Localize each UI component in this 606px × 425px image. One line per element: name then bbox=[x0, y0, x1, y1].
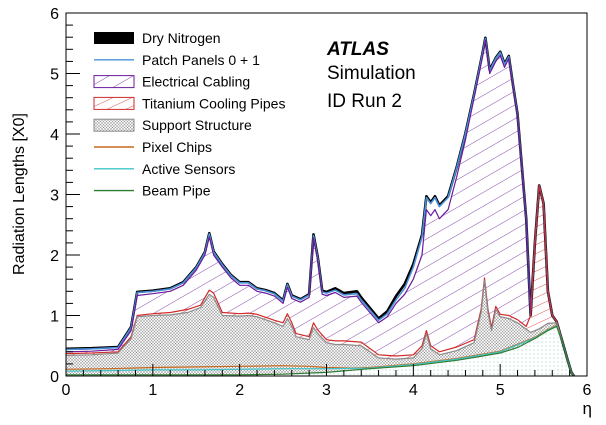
legend-entry-pixel-chips: Pixel Chips bbox=[94, 139, 212, 155]
legend-label: Dry Nitrogen bbox=[142, 30, 221, 46]
x-tick-label: 5 bbox=[496, 382, 505, 399]
x-axis-label: η bbox=[583, 399, 592, 418]
y-tick-label: 3 bbox=[50, 188, 59, 205]
y-axis: 0 1 2 3 4 5 6 bbox=[50, 6, 80, 386]
y-tick-label: 1 bbox=[50, 309, 59, 326]
legend-label: Patch Panels 0 + 1 bbox=[142, 52, 260, 68]
x-tick-label: 1 bbox=[148, 382, 157, 399]
legend-label: Active Sensors bbox=[142, 161, 235, 177]
x-tick-label: 3 bbox=[322, 382, 331, 399]
legend-entry-beam-pipe: Beam Pipe bbox=[94, 183, 211, 199]
legend-label: Support Structure bbox=[142, 117, 252, 133]
y-tick-label: 2 bbox=[50, 248, 59, 265]
annotation-line2: ID Run 2 bbox=[327, 91, 402, 112]
x-tick-label: 6 bbox=[583, 382, 592, 399]
y-tick-label: 5 bbox=[50, 67, 59, 84]
fill-electrical-cabling bbox=[66, 40, 574, 376]
legend-entry-dry-nitrogen: Dry Nitrogen bbox=[94, 30, 221, 46]
legend-entry-support-structure: Support Structure bbox=[93, 117, 252, 133]
legend-label: Titanium Cooling Pipes bbox=[142, 95, 285, 111]
y-tick-label: 0 bbox=[50, 369, 59, 386]
y-tick-label: 4 bbox=[50, 127, 59, 144]
y-axis-label: Radiation Lengths [X0] bbox=[11, 113, 28, 275]
x-tick-label: 2 bbox=[235, 382, 244, 399]
legend-entry-titanium-cooling-pipes: Titanium Cooling Pipes bbox=[93, 95, 285, 111]
legend-swatch bbox=[94, 32, 134, 44]
legend-entry-electrical-cabling: Electrical Cabling bbox=[93, 74, 250, 90]
y-tick-label: 6 bbox=[50, 6, 59, 23]
legend-label: Beam Pipe bbox=[142, 183, 211, 199]
legend-label: Electrical Cabling bbox=[142, 74, 250, 90]
atlas-brand: ATLAS bbox=[326, 39, 389, 60]
fill-beam-pipe bbox=[66, 326, 574, 376]
legend-entry-active-sensors: Active Sensors bbox=[94, 161, 235, 177]
series-line-titanium-cooling-pipes bbox=[66, 184, 575, 376]
stack-layers bbox=[66, 36, 576, 376]
series-line-electrical-cabling bbox=[66, 39, 575, 376]
annotation-line1: Simulation bbox=[327, 63, 416, 84]
legend-swatch bbox=[93, 96, 135, 110]
fill-support-structure bbox=[66, 280, 574, 376]
series-line-support-structure bbox=[66, 279, 575, 376]
legend-label: Pixel Chips bbox=[142, 139, 212, 155]
legend-entry-patch-panels-0-1: Patch Panels 0 + 1 bbox=[94, 52, 260, 68]
y-axis-label-group: Radiation Lengths [X0] bbox=[11, 113, 28, 275]
legend-swatch bbox=[93, 118, 135, 132]
x-tick-label: 4 bbox=[409, 382, 418, 399]
legend: Dry Nitrogen Patch Panels 0 + 1 Electrical… bbox=[93, 30, 285, 199]
x-axis: 0 1 2 3 4 5 6 bbox=[62, 364, 592, 399]
atlas-annotation: ATLAS Simulation ID Run 2 bbox=[326, 39, 416, 112]
x-tick-label: 0 bbox=[62, 382, 71, 399]
legend-swatch bbox=[93, 75, 135, 89]
series-line-beam-pipe bbox=[66, 325, 575, 376]
